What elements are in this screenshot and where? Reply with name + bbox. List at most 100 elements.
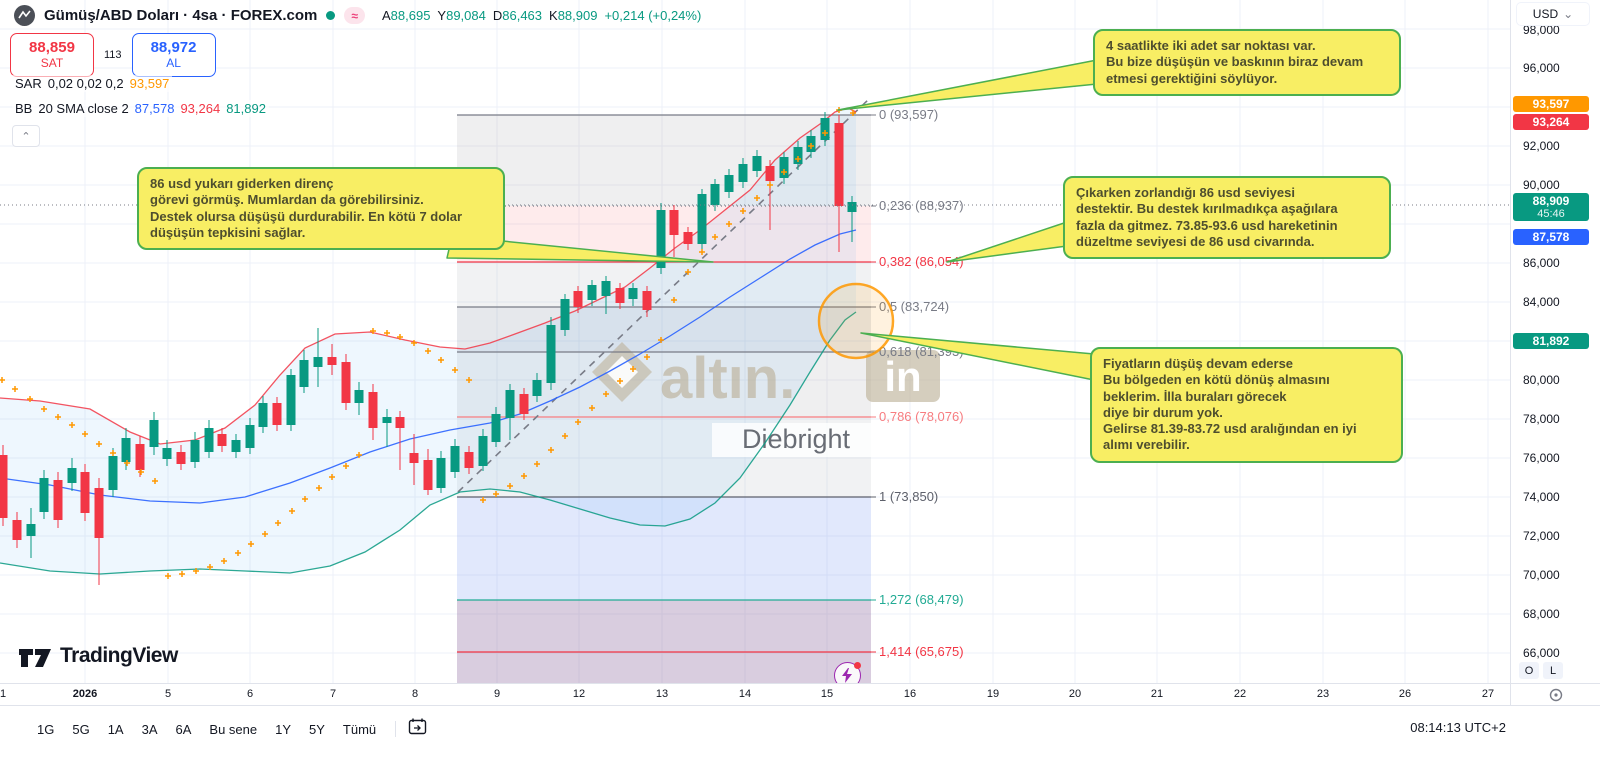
chevron-down-icon: ⌄ (1563, 7, 1574, 21)
psar-dot (193, 568, 199, 574)
psar-dot (289, 508, 295, 514)
candle-body (423, 460, 433, 490)
scale-l-button[interactable]: L (1543, 662, 1563, 679)
note-sar-points[interactable]: 4 saatlikte iki adet sar noktası var. Bu… (1093, 29, 1401, 96)
range-button-1g[interactable]: 1G (37, 721, 55, 737)
psar-dot (275, 520, 281, 526)
fib-level-label: 1,414 (65,675) (879, 644, 964, 659)
notification-dot (854, 662, 861, 669)
range-button-1y[interactable]: 1Y (275, 721, 292, 737)
range-button-5y[interactable]: 5Y (309, 721, 325, 737)
candle-body (354, 390, 364, 403)
psar-dot (589, 405, 595, 411)
candle-body (245, 425, 255, 448)
price-axis[interactable]: 98,000 96,000 92,000 90,000 86,000 84,000 80,0… (1510, 0, 1600, 683)
psar-dot (603, 391, 609, 397)
candle-body (231, 440, 241, 452)
chart-header: Gümüş/ABD Doları · 4sa · FOREX.com ≈ A88… (14, 5, 701, 26)
candle-body (382, 417, 392, 423)
candle-body (162, 448, 172, 459)
psar-dot (685, 269, 691, 275)
price-chart-pane[interactable]: altın. in Diebright 0 (93,597) 0,236 (88,937… (0, 0, 1510, 683)
psar-dot (562, 433, 568, 439)
psar-dot (754, 195, 760, 201)
time-axis[interactable]: 1 2026 5 6 7 8 9 12 13 14 15 16 19 20 21 22 23 26 27 (0, 683, 1510, 706)
range-button-5g[interactable]: 5G (72, 721, 90, 737)
sell-label: SAT (40, 55, 64, 70)
candle-body (190, 440, 200, 462)
range-button-tümü[interactable]: Tümü (342, 721, 377, 737)
sar-params: 0,02 0,02 0,2 (47, 76, 124, 91)
candle-body (26, 524, 36, 536)
candle-body (217, 434, 227, 446)
psar-dot (0, 377, 5, 383)
price-badge: 87,578 (1513, 229, 1589, 245)
fib-level-label: 1,272 (68,479) (879, 592, 964, 607)
axis-settings-icon[interactable] (1548, 687, 1564, 703)
bb-legend-row[interactable]: BB 20 SMA close 2 87,578 93,264 81,892 (12, 100, 269, 117)
delayed-data-icon[interactable]: ≈ (344, 7, 365, 24)
fib-band (457, 262, 871, 307)
market-open-icon (326, 11, 336, 20)
note-86-support[interactable]: Çıkarken zorlandığı 86 usd seviyesi dest… (1063, 176, 1391, 259)
candle-body (53, 480, 63, 520)
bottom-toolbar: 1G 5G 1A 3A 6A Bu sene 1Y 5Y Tümü 08:14:13 UTC+2 (0, 705, 1600, 761)
axis-corner[interactable] (1510, 683, 1600, 706)
psar-dot (138, 469, 144, 475)
candle-body (395, 417, 405, 428)
buy-button[interactable]: 88,972 AL (131, 33, 216, 77)
candle-body (683, 232, 693, 244)
candle-body (793, 147, 803, 164)
fib-level-label: 0 (93,597) (879, 107, 938, 122)
go-to-date-icon[interactable] (408, 717, 427, 741)
tradingview-logo[interactable]: TradingView (18, 644, 178, 668)
candle-body (752, 156, 762, 171)
time-tick: 5 (164, 688, 172, 700)
time-tick: 12 (572, 688, 586, 700)
candle-body (313, 357, 323, 367)
instrument-logo[interactable] (14, 5, 35, 26)
clock[interactable]: 08:14:13 UTC+2 (1410, 720, 1506, 735)
time-tick: 27 (1481, 688, 1495, 700)
psar-dot (671, 297, 677, 303)
time-tick: 26 (1398, 688, 1412, 700)
high-value: 89,084 (446, 8, 486, 23)
candle-body (642, 291, 652, 310)
collapse-legend-button[interactable]: ⌃ (12, 125, 40, 147)
psar-dot (384, 330, 390, 336)
currency-selector[interactable]: USD ⌄ (1517, 3, 1589, 25)
range-button-bu-sene[interactable]: Bu sene (209, 721, 258, 737)
price-tick: 66,000 (1523, 646, 1560, 660)
candle-body (67, 468, 77, 483)
candle-body (779, 157, 789, 178)
candle-body (108, 456, 118, 490)
candle-body (724, 175, 734, 192)
psar-dot (302, 496, 308, 502)
price-tick: 70,000 (1523, 568, 1560, 582)
sar-legend-row[interactable]: SAR 0,02 0,02 0,2 93,597 (12, 75, 173, 92)
note-86-resistance[interactable]: 86 usd yukarı giderken direnç görevi gör… (137, 167, 505, 250)
candle-body (820, 118, 830, 140)
symbol-title[interactable]: Gümüş/ABD Doları · 4sa · FOREX.com (44, 7, 318, 24)
time-tick: 19 (986, 688, 1000, 700)
price-tick: 96,000 (1523, 61, 1560, 75)
range-button-3a[interactable]: 3A (141, 721, 158, 737)
price-tick: 76,000 (1523, 451, 1560, 465)
price-tick: 72,000 (1523, 529, 1560, 543)
trendline[interactable] (457, 99, 869, 493)
range-button-6a[interactable]: 6A (175, 721, 192, 737)
sar-name: SAR (15, 76, 42, 91)
brand-watermark-box (866, 350, 940, 402)
candle-body (532, 380, 542, 396)
highlight-circle[interactable] (817, 282, 895, 360)
time-tick: 20 (1068, 688, 1082, 700)
bb-lower-value: 81,892 (226, 101, 266, 116)
scale-o-button[interactable]: O (1519, 662, 1539, 679)
candle-body (464, 452, 474, 468)
price-tick: 84,000 (1523, 295, 1560, 309)
psar-dot (343, 463, 349, 469)
note-buy-zone[interactable]: Fiyatların düşüş devam ederse Bu bölgede… (1090, 347, 1403, 463)
candle-body (135, 444, 145, 470)
sell-button[interactable]: 88,859 SAT (10, 33, 94, 77)
range-button-1a[interactable]: 1A (107, 721, 124, 737)
